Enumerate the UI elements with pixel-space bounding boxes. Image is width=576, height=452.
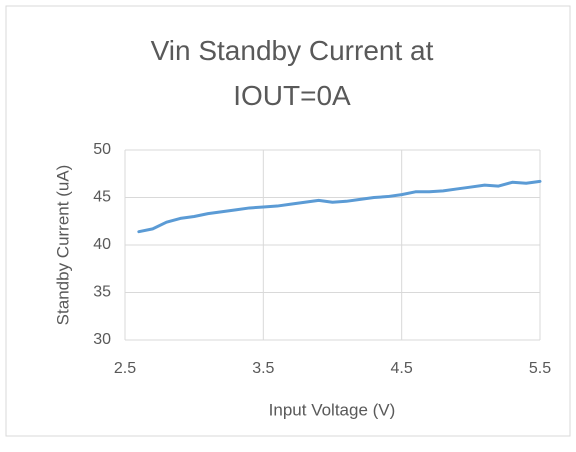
chart-border	[5, 5, 571, 437]
y-tick-label: 35	[93, 284, 111, 301]
y-tick-label: 45	[93, 189, 111, 206]
x-tick-label: 4.5	[391, 360, 413, 377]
y-tick-label: 40	[93, 236, 111, 253]
y-tick-label: 50	[93, 141, 111, 158]
chart-title: Vin Standby Current at IOUT=0A	[150, 35, 434, 111]
y-tick-label: 30	[93, 331, 111, 348]
x-tick-label: 3.5	[252, 360, 274, 377]
x-axis-label: Input Voltage (V)	[269, 400, 396, 419]
y-axis-label: Standby Current (uA)	[53, 165, 72, 326]
x-tick-label: 5.5	[529, 360, 551, 377]
x-tick-label: 2.5	[114, 360, 136, 377]
data-line	[137, 179, 542, 234]
